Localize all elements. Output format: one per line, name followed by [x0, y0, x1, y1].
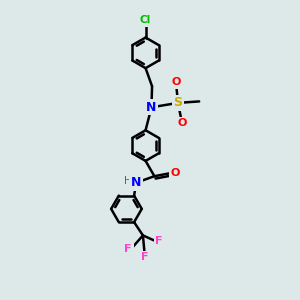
- Text: F: F: [155, 236, 163, 246]
- Text: N: N: [146, 101, 157, 114]
- Text: O: O: [178, 118, 187, 128]
- Text: Cl: Cl: [140, 15, 151, 25]
- Text: O: O: [172, 77, 181, 87]
- Text: N: N: [131, 176, 141, 189]
- Text: F: F: [124, 244, 132, 254]
- Text: O: O: [171, 168, 180, 178]
- Text: H: H: [124, 176, 132, 186]
- Text: F: F: [141, 253, 148, 262]
- Text: S: S: [173, 96, 182, 110]
